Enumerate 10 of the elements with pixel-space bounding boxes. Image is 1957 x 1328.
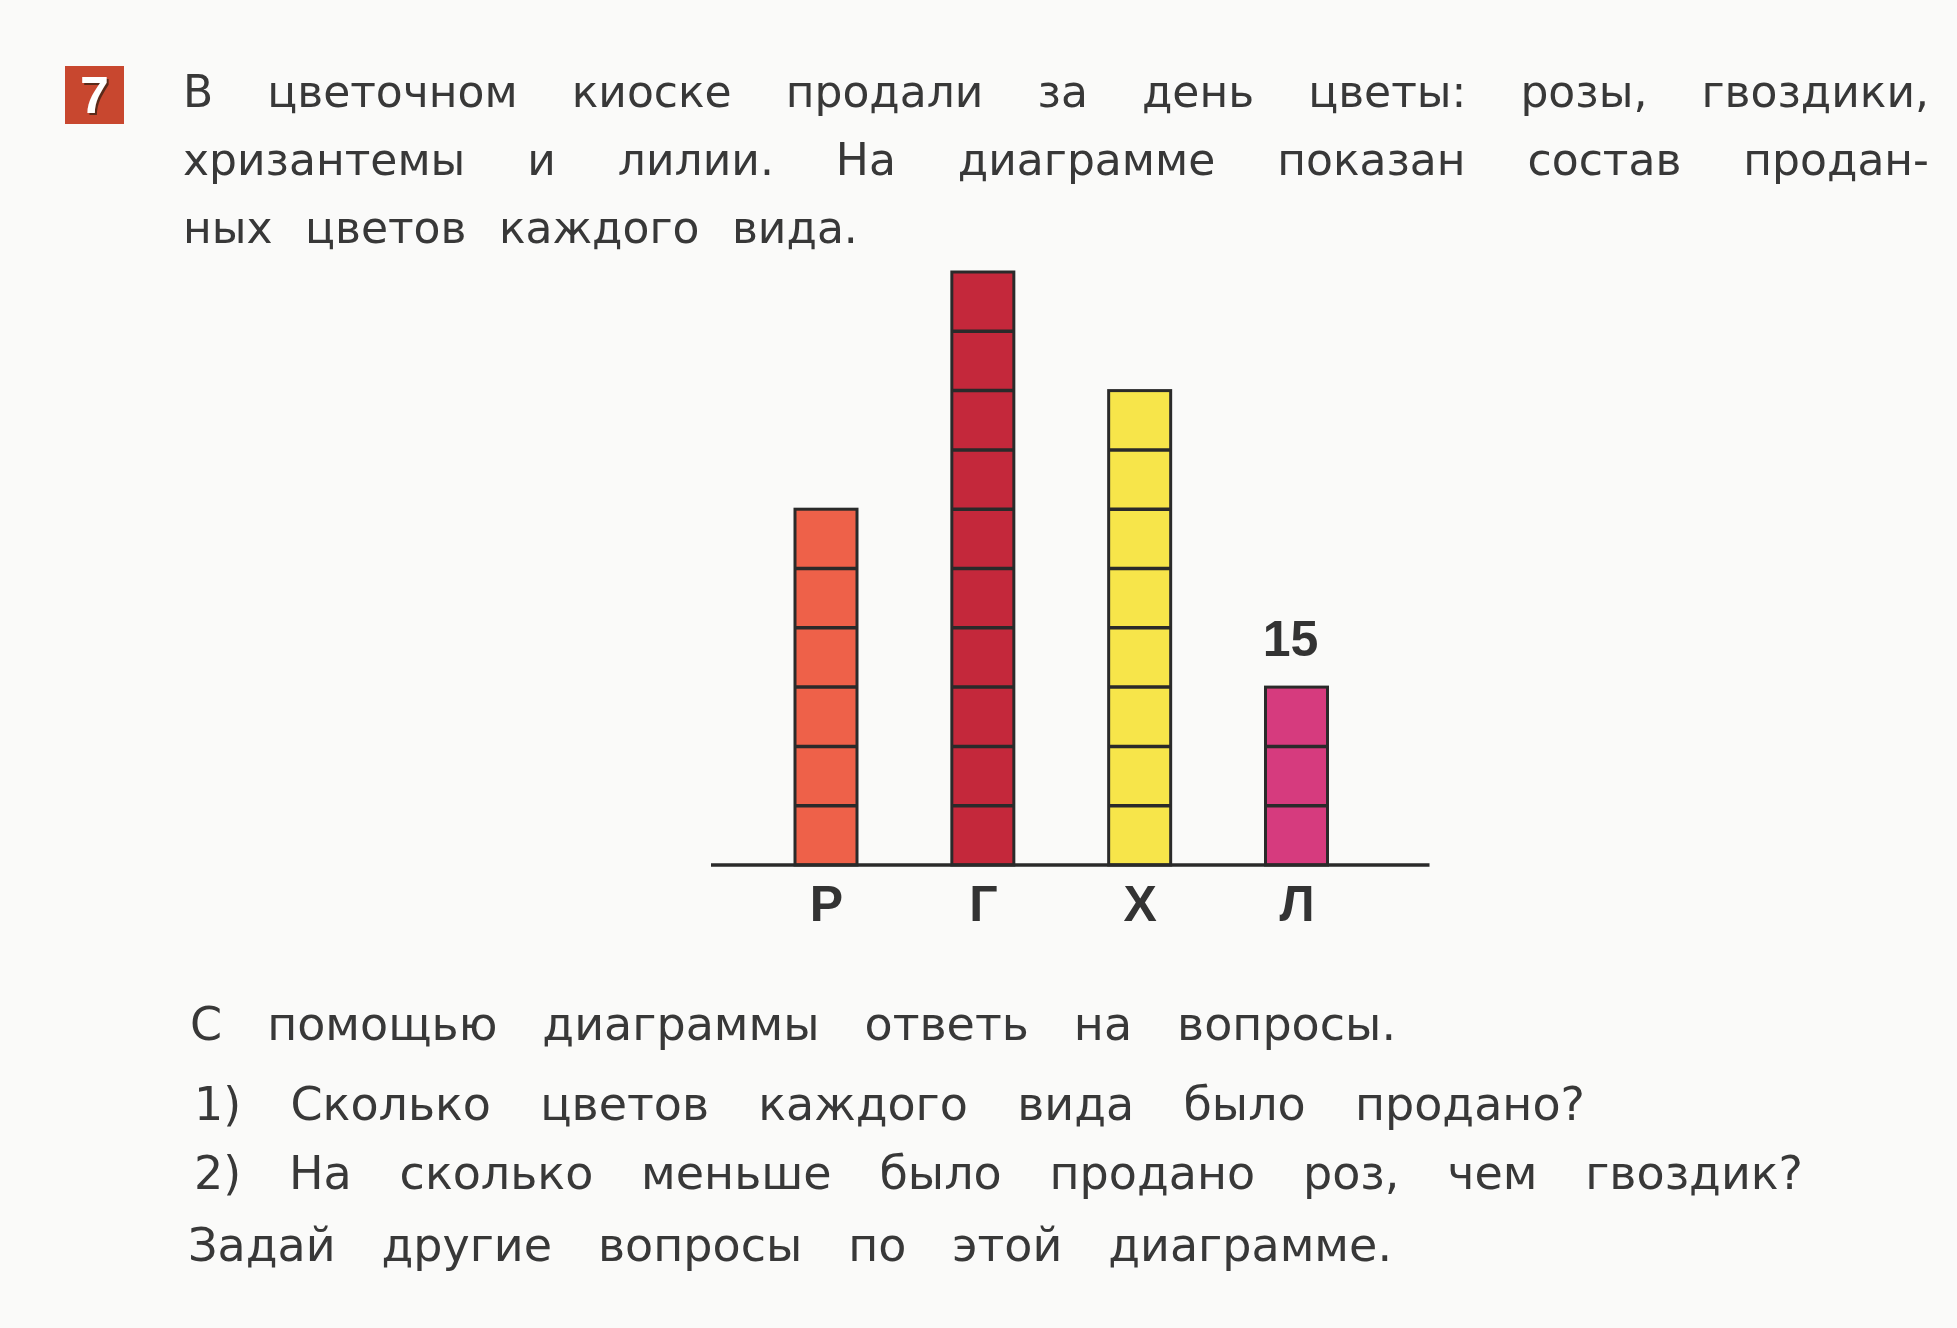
data-label: 15: [1262, 611, 1319, 668]
chart-title: В цветочном киоске продали за день цветы: розы, гвоздики, хризантемы и лилии. На диаграмме показан состав продан- ных цветов каждого вида.: [183, 66, 1929, 253]
text: Задай другие вопросы по этой диаграмме.: [188, 1218, 1392, 1272]
x-tick-label: Г: [969, 875, 998, 932]
text: 2) На сколько меньше было продано роз, чем гвоздик?: [194, 1146, 1803, 1200]
text: С помощью диаграммы ответь на вопросы.: [190, 997, 1396, 1051]
text: 1) Сколько цветов каждого вида было продано?: [194, 1077, 1585, 1131]
x-tick-label: Р: [809, 875, 844, 932]
x-tick-label: Х: [1123, 875, 1157, 932]
x-tick-label: Л: [1279, 875, 1315, 932]
